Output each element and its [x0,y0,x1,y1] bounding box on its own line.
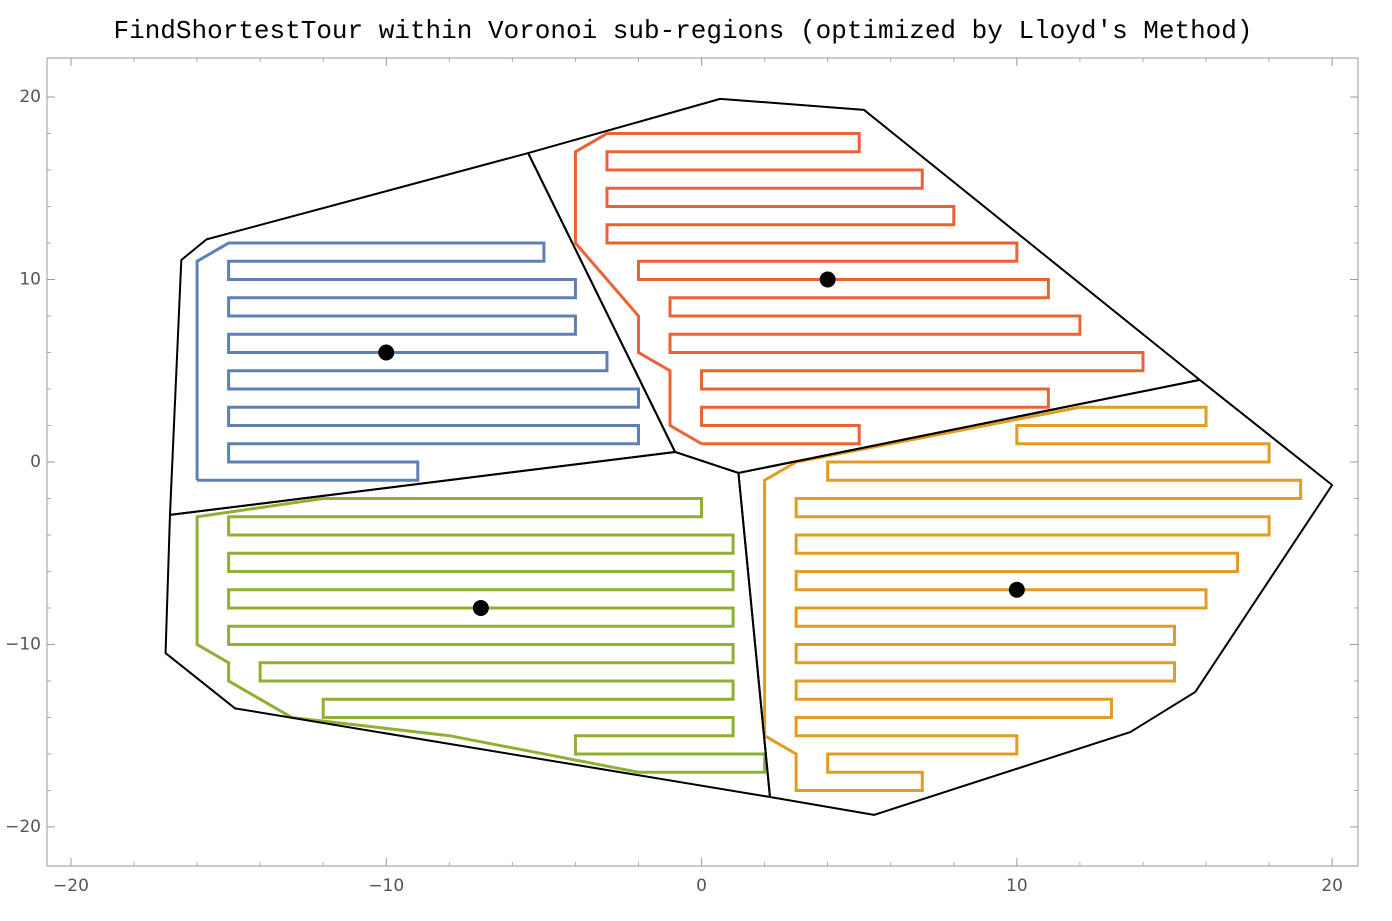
x-tick-label: −20 [53,876,89,896]
centroid [819,271,836,288]
centroid [472,599,489,616]
tour [763,405,1303,792]
x-tick-label: 0 [696,876,707,896]
x-tick-label: 20 [1321,876,1343,896]
chart-title: FindShortestTour within Voronoi sub-regi… [114,16,1253,46]
y-tick-label: 10 [19,270,41,290]
tour [195,497,767,774]
x-tick-label: −10 [368,876,404,896]
y-tick-label: 20 [19,87,41,107]
y-tick-label: 0 [30,452,41,472]
centroid [378,344,395,361]
y-tick-label: −10 [5,634,41,654]
y-tick-label: −20 [5,817,41,837]
voronoi-cell [164,450,771,799]
tour [195,241,640,482]
tour [573,132,1145,446]
voronoi-cell [737,378,1334,816]
x-tick-label: 10 [1006,876,1028,896]
centroid [1008,581,1025,598]
